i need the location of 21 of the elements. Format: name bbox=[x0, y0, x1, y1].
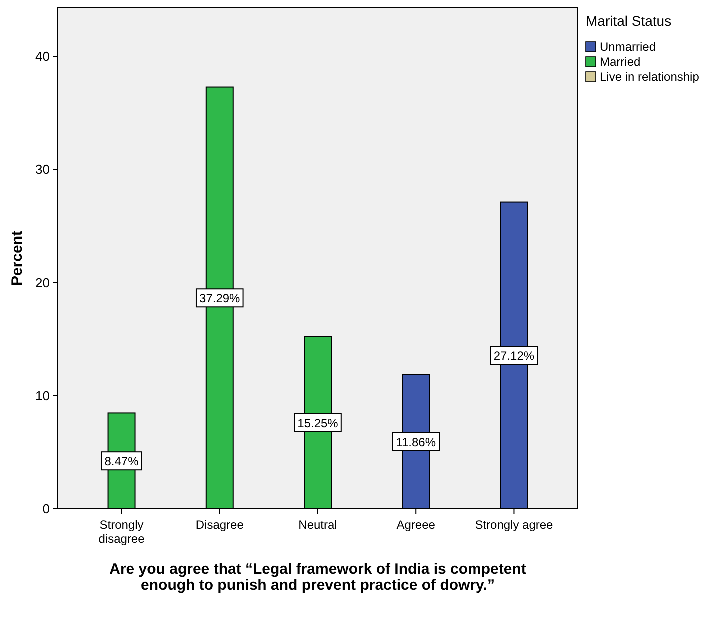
y-axis-title: Percent bbox=[9, 230, 26, 286]
legend-label: Live in relationship bbox=[600, 70, 700, 84]
x-tick-label: Strongly agree bbox=[475, 518, 554, 532]
y-tick-label: 40 bbox=[36, 49, 50, 64]
data-label: 11.86% bbox=[396, 435, 436, 450]
y-tick-label: 20 bbox=[36, 275, 50, 290]
x-tick-label: Disagree bbox=[196, 518, 244, 532]
legend-title: Marital Status bbox=[586, 13, 672, 29]
x-axis-title: Are you agree that “Legal framework of India is competent enough to punish and prevent practice of dowry.” bbox=[110, 561, 526, 594]
legend-label: Unmarried bbox=[600, 40, 656, 54]
y-tick-label: 30 bbox=[36, 162, 50, 178]
y-tick-label: 0 bbox=[42, 502, 50, 516]
data-label: 37.29% bbox=[200, 292, 241, 306]
data-label: 8.47% bbox=[104, 454, 140, 469]
y-tick-label: 10 bbox=[36, 388, 50, 404]
x-tick-label: Strongly disagree bbox=[98, 518, 146, 546]
data-label: 15.25% bbox=[298, 416, 339, 430]
x-tick-label: Agreee bbox=[396, 518, 436, 532]
data-label: 27.12% bbox=[494, 349, 535, 364]
x-tick-label: Neutral bbox=[298, 518, 338, 532]
legend-label: Married bbox=[600, 55, 641, 69]
